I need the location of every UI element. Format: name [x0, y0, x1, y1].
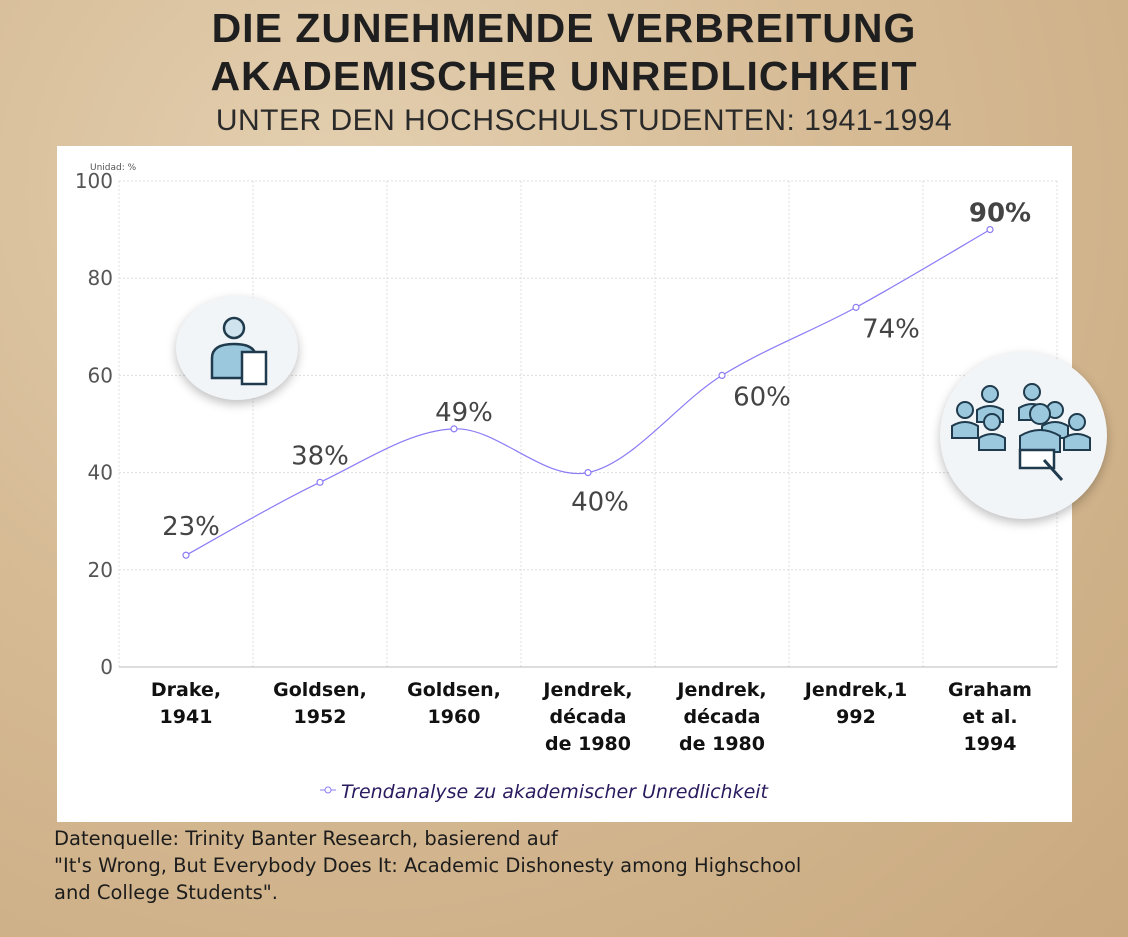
- data-point: [986, 226, 994, 234]
- unit-label: Unidad: %: [90, 163, 137, 173]
- data-label: 90%: [969, 199, 1031, 229]
- teacher-icon: [176, 296, 298, 400]
- teacher-with-document-icon: [210, 316, 268, 386]
- students-icon: [940, 352, 1107, 519]
- data-label: 38%: [291, 441, 349, 471]
- x-tick-label: de 1980: [679, 733, 765, 755]
- data-point: [852, 303, 860, 311]
- x-tick-label: Drake,: [151, 679, 221, 701]
- data-label: 60%: [733, 382, 791, 412]
- x-tick-label: Jendrek,: [675, 679, 766, 701]
- title-line-1: DIE ZUNEHMENDE VERBREITUNG: [211, 5, 917, 51]
- title-line-2: AKADEMISCHER UNREDLICHKEIT: [210, 53, 918, 99]
- y-tick-label: 100: [75, 169, 113, 193]
- data-point: [584, 469, 592, 477]
- y-tick-label: 40: [88, 461, 113, 485]
- y-tick-label: 20: [88, 558, 113, 582]
- data-point: [718, 371, 726, 379]
- source-line: and College Students".: [54, 881, 278, 904]
- data-point: [182, 551, 190, 559]
- data-label: 40%: [571, 488, 629, 518]
- data-label: 49%: [435, 398, 493, 428]
- subtitle: UNTER DEN HOCHSCHULSTUDENTEN: 1941-1994: [215, 104, 953, 137]
- source-note: Datenquelle: Trinity Banter Research, ba…: [54, 825, 801, 906]
- x-tick-label: 1960: [428, 706, 481, 728]
- x-tick-label: Goldsen,: [273, 679, 367, 701]
- x-tick-label: Graham: [948, 679, 1032, 701]
- x-tick-label: década: [550, 706, 627, 728]
- x-tick-label: 992: [836, 706, 876, 728]
- source-line: "It's Wrong, But Everybody Does It: Acad…: [54, 854, 802, 877]
- data-point: [450, 425, 458, 433]
- y-tick-label: 60: [88, 363, 113, 387]
- title: DIE ZUNEHMENDE VERBREITUNG AKADEMISCHER U…: [0, 4, 1128, 100]
- chart-panel: [57, 146, 1072, 822]
- legend-marker-icon: [324, 786, 332, 794]
- y-tick-label: 0: [100, 655, 113, 679]
- data-point: [316, 478, 324, 486]
- legend-label: Trendanalyse zu akademischer Unredlichke…: [341, 781, 770, 803]
- y-tick-label: 80: [88, 266, 113, 290]
- group-of-students-with-tablet-icon: [951, 383, 1091, 482]
- source-line: Datenquelle: Trinity Banter Research, ba…: [54, 827, 558, 850]
- x-tick-label: Jendrek,: [541, 679, 632, 701]
- x-tick-label: 1952: [294, 706, 347, 728]
- x-tick-label: et al.: [962, 706, 1017, 728]
- x-tick-label: Jendrek,1: [803, 679, 907, 701]
- x-tick-label: década: [684, 706, 761, 728]
- data-label: 23%: [162, 512, 220, 542]
- data-label: 74%: [862, 314, 920, 344]
- x-tick-label: Goldsen,: [407, 679, 501, 701]
- x-tick-label: 1941: [160, 706, 213, 728]
- x-tick-label: 1994: [964, 733, 1017, 755]
- x-tick-label: de 1980: [545, 733, 631, 755]
